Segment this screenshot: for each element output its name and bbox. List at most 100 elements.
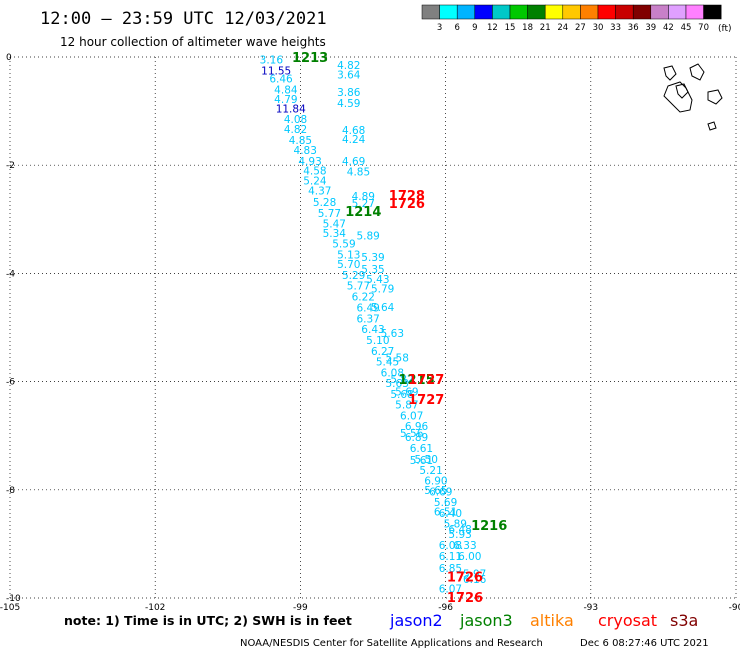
swh-value: 4.93 [298,156,321,168]
swh-value: 5.21 [419,465,442,477]
legend-swatch [527,4,546,20]
swh-value: 11.84 [276,103,306,115]
swh-value: 4.82 [337,60,360,72]
lon-label: -96 [438,603,453,613]
swh-value: 5.69 [434,497,457,509]
swh-value: 4.85 [347,167,370,179]
lat-label: -8 [6,486,15,496]
lon-label: -93 [583,603,598,613]
swh-value: 4.24 [342,134,366,146]
swh-value: 5.29 [342,270,365,282]
pass-time-label: 1726 [389,197,425,212]
swh-value: 6.89 [405,432,428,444]
legend-swatch [421,4,440,20]
swh-value: 5.69 [395,386,418,398]
swh-value: 6.51 [434,506,457,518]
legend-tick-label: 12 [487,23,498,33]
swh-value: 5.56 [400,428,424,440]
legend-tick-label: 9 [472,23,477,33]
swh-value: 5.35 [361,264,384,276]
swh-readings: 3.1611.556.464.844.7911.844.084.824.854.… [260,55,487,596]
swh-value: 5.58 [386,352,409,364]
swh-value: 6.69 [429,486,452,498]
pass-time-label: 1726 [447,570,483,585]
legend-swatch [685,4,704,20]
legend-swatch [509,4,528,20]
legend-tick-label: 21 [540,23,551,33]
legend-tick-label: 36 [628,23,639,33]
swh-value: 4.58 [303,166,326,178]
swh-value: 4.84 [274,84,298,96]
satellite-key-jason3: jason3 [459,611,513,630]
axis-labels: 0 -2 -4 -6 -8 -10-105 -102 -99 -96 -93 -90 [0,53,740,613]
swh-value: 5.24 [303,175,327,187]
legend-swatch [615,4,634,20]
pass-time-label: 1213 [292,51,328,66]
swh-value: 4.79 [274,94,297,106]
footer-note: note: 1) Time is in UTC; 2) SWH is in fe… [64,613,352,628]
swh-value: 5.82 [390,374,413,386]
legend-tick-label: 70 [698,23,709,33]
swh-value: 6.33 [453,540,476,552]
color-legend: 3 6 9 12 15 18 21 24 27 30 33 36 39 42 45 70 [421,4,722,33]
satellite-key: jason2 jason3 altika cryosat s3a [389,611,698,630]
swh-value: 3.16 [260,55,284,67]
legend-swatch [703,4,722,20]
legend-tick-label: 45 [681,23,692,33]
swh-value: 6.43 [361,324,384,336]
swh-value: 6.85 [439,563,462,575]
lon-label: -102 [145,603,165,613]
swh-value: 3.86 [337,87,361,99]
swh-value: 6.48 [448,524,471,536]
satellite-key-altika: altika [530,611,574,630]
lat-label: 0 [6,53,12,63]
swh-value: 6.08 [381,367,404,379]
swh-value: 5.77 [347,280,370,292]
pass-time-label: 1726 [447,591,483,606]
legend-swatch [632,4,652,20]
swh-value: 5.77 [318,208,341,220]
legend-unit: (ft) [718,24,732,34]
swh-value: 5.13 [337,249,360,261]
swh-value: 4.68 [342,125,365,137]
swh-value: 5.87 [395,399,418,411]
legend-swatch [597,4,616,20]
lon-label: -90 [729,603,740,613]
swh-value: 6.61 [410,443,433,455]
swh-value: 6.11 [439,551,462,563]
legend-tick-label: 27 [575,23,586,33]
legend-swatch [544,4,564,20]
legend-swatch [580,4,599,20]
swh-value: 6.90 [424,476,447,488]
swh-value: 5.10 [366,335,389,347]
swh-value: 5.97 [463,569,486,581]
swh-value: 5.63 [381,328,404,340]
swh-value: 5.65 [424,485,447,497]
swh-value: 5.50 [415,454,438,466]
pass-time-label: 1214 [345,205,381,220]
pass-time-label: 1216 [471,519,507,534]
swh-value: 6.49 [356,302,379,314]
legend-swatch [439,4,458,20]
pass-time-label: 1215 [398,373,434,388]
swh-value: 11.55 [261,66,291,78]
lat-label: -4 [6,269,15,279]
swh-value: 4.59 [337,98,360,110]
legend-swatch [562,4,581,20]
swh-value: 6.22 [352,292,375,304]
swh-value: 4.08 [284,114,307,126]
map-title: 12:00 – 23:59 UTC 12/03/2021 [40,9,327,29]
generated-timestamp: Dec 6 08:27:46 UTC 2021 [580,638,709,649]
legend-swatch [456,4,476,20]
swh-value: 6.07 [400,411,423,423]
legend-tick-label: 39 [645,23,656,33]
lon-label: -105 [0,603,20,613]
swh-value: 5.45 [376,357,399,369]
lat-lon-grid [9,56,737,599]
swh-value: 5.59 [332,239,355,251]
legend-tick-label: 18 [522,23,533,33]
legend-tick-label: 15 [505,23,516,33]
swh-value: 6.37 [356,313,379,325]
